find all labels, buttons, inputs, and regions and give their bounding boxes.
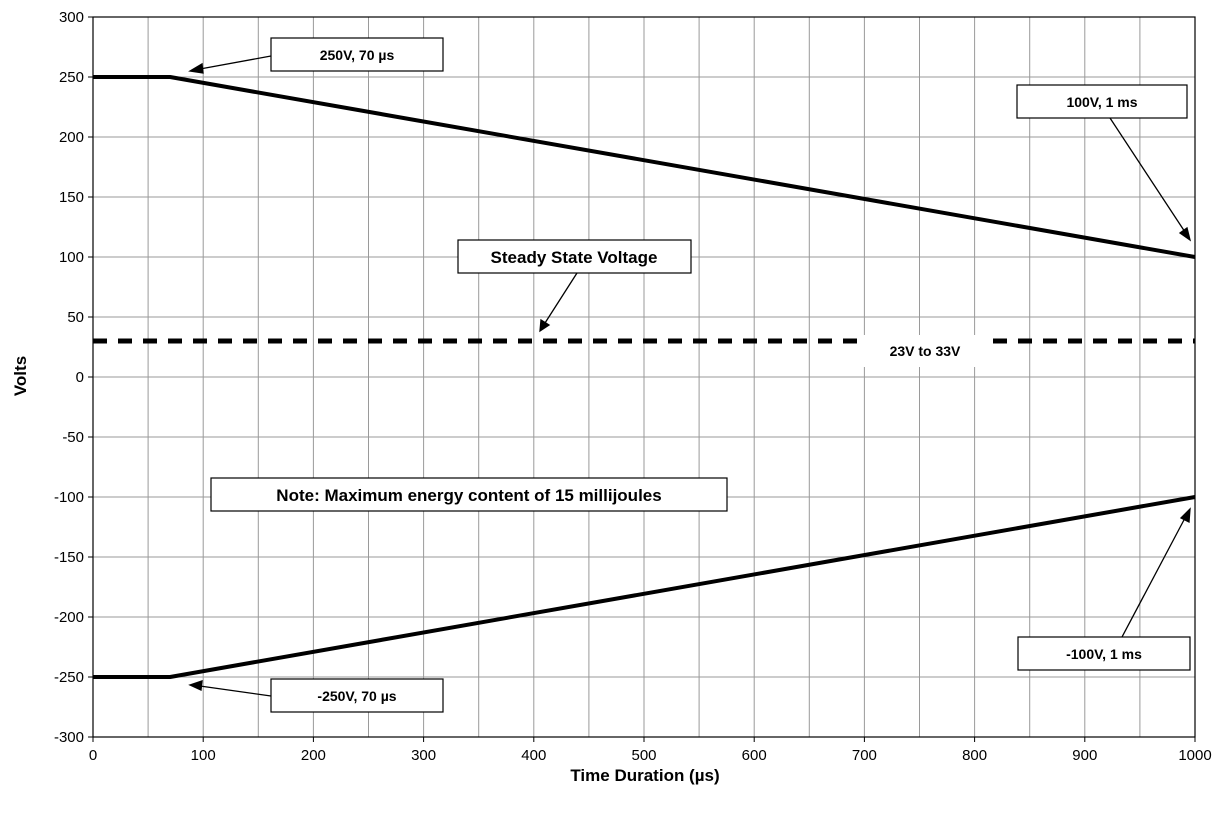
y-tick-label: 150 xyxy=(59,189,84,206)
x-tick-label: 900 xyxy=(1072,747,1097,764)
plot-frame xyxy=(92,16,1196,738)
x-tick-label: 300 xyxy=(411,747,436,764)
arrow-neg250v xyxy=(188,680,272,697)
y-tick-label: -100 xyxy=(54,489,84,506)
x-tick-label: 0 xyxy=(89,747,97,764)
x-tick-label: 1000 xyxy=(1178,747,1211,764)
y-tick-label: 250 xyxy=(59,69,84,86)
x-tick-label: 100 xyxy=(191,747,216,764)
y-tick-label: 0 xyxy=(76,369,84,386)
annotation-arrows xyxy=(188,55,1192,697)
annotation-box xyxy=(1016,84,1188,119)
annotation-box xyxy=(210,477,728,512)
x-tick-label: 200 xyxy=(301,747,326,764)
annotation-energy-note: Note: Maximum energy content of 15 milli… xyxy=(210,477,728,512)
x-tick-label: 500 xyxy=(631,747,656,764)
annotation-label: Steady State Voltage xyxy=(491,248,658,267)
arrow-neg100v xyxy=(1121,507,1191,638)
annotation-label: 23V to 33V xyxy=(890,343,961,359)
annotation-neg100v-1ms: -100V, 1 ms xyxy=(1017,636,1191,671)
y-tick-label: 50 xyxy=(67,309,84,326)
annotation-23v-33v: 23V to 33V xyxy=(861,335,991,367)
annotation-100v-1ms: 100V, 1 ms xyxy=(1016,84,1188,119)
arrow-250v xyxy=(188,55,272,74)
annotation-neg250v-70us: -250V, 70 µs xyxy=(270,678,444,713)
y-tick-label: -250 xyxy=(54,669,84,686)
annotation-box xyxy=(457,239,692,274)
y-tick-label: -300 xyxy=(54,729,84,746)
y-tick-label: 300 xyxy=(59,9,84,26)
annotation-250v-70us: 250V, 70 µs xyxy=(270,37,444,72)
annotation-label: -250V, 70 µs xyxy=(317,688,396,704)
annotation-steady-state: Steady State Voltage xyxy=(457,239,692,274)
arrow-steady-state xyxy=(539,272,578,333)
arrow-100v xyxy=(1109,117,1192,242)
y-axis-title: Volts xyxy=(11,356,30,396)
y-tick-label: 200 xyxy=(59,129,84,146)
y-tick-label: -50 xyxy=(62,429,84,446)
y-tick-label: -150 xyxy=(54,549,84,566)
annotation-label: Note: Maximum energy content of 15 milli… xyxy=(276,486,661,505)
tick-labels: 300250200150100500-50-100-150-200-250-30… xyxy=(54,9,1212,764)
annotation-label: 100V, 1 ms xyxy=(1066,94,1137,110)
series-line-2 xyxy=(93,495,1196,679)
x-tick-label: 800 xyxy=(962,747,987,764)
grid-lines xyxy=(93,17,1195,737)
series-line-1 xyxy=(93,75,1196,259)
y-tick-label: 100 xyxy=(59,249,84,266)
annotation-box xyxy=(270,37,444,72)
x-tick-label: 400 xyxy=(521,747,546,764)
annotation-label: 250V, 70 µs xyxy=(320,47,395,63)
x-axis-title: Time Duration (µs) xyxy=(570,766,719,785)
annotation-label: -100V, 1 ms xyxy=(1066,646,1142,662)
x-tick-label: 600 xyxy=(742,747,767,764)
y-tick-label: -200 xyxy=(54,609,84,626)
data-series xyxy=(93,75,1196,679)
annotation-background xyxy=(861,335,991,367)
annotation-box xyxy=(1017,636,1191,671)
x-tick-label: 700 xyxy=(852,747,877,764)
